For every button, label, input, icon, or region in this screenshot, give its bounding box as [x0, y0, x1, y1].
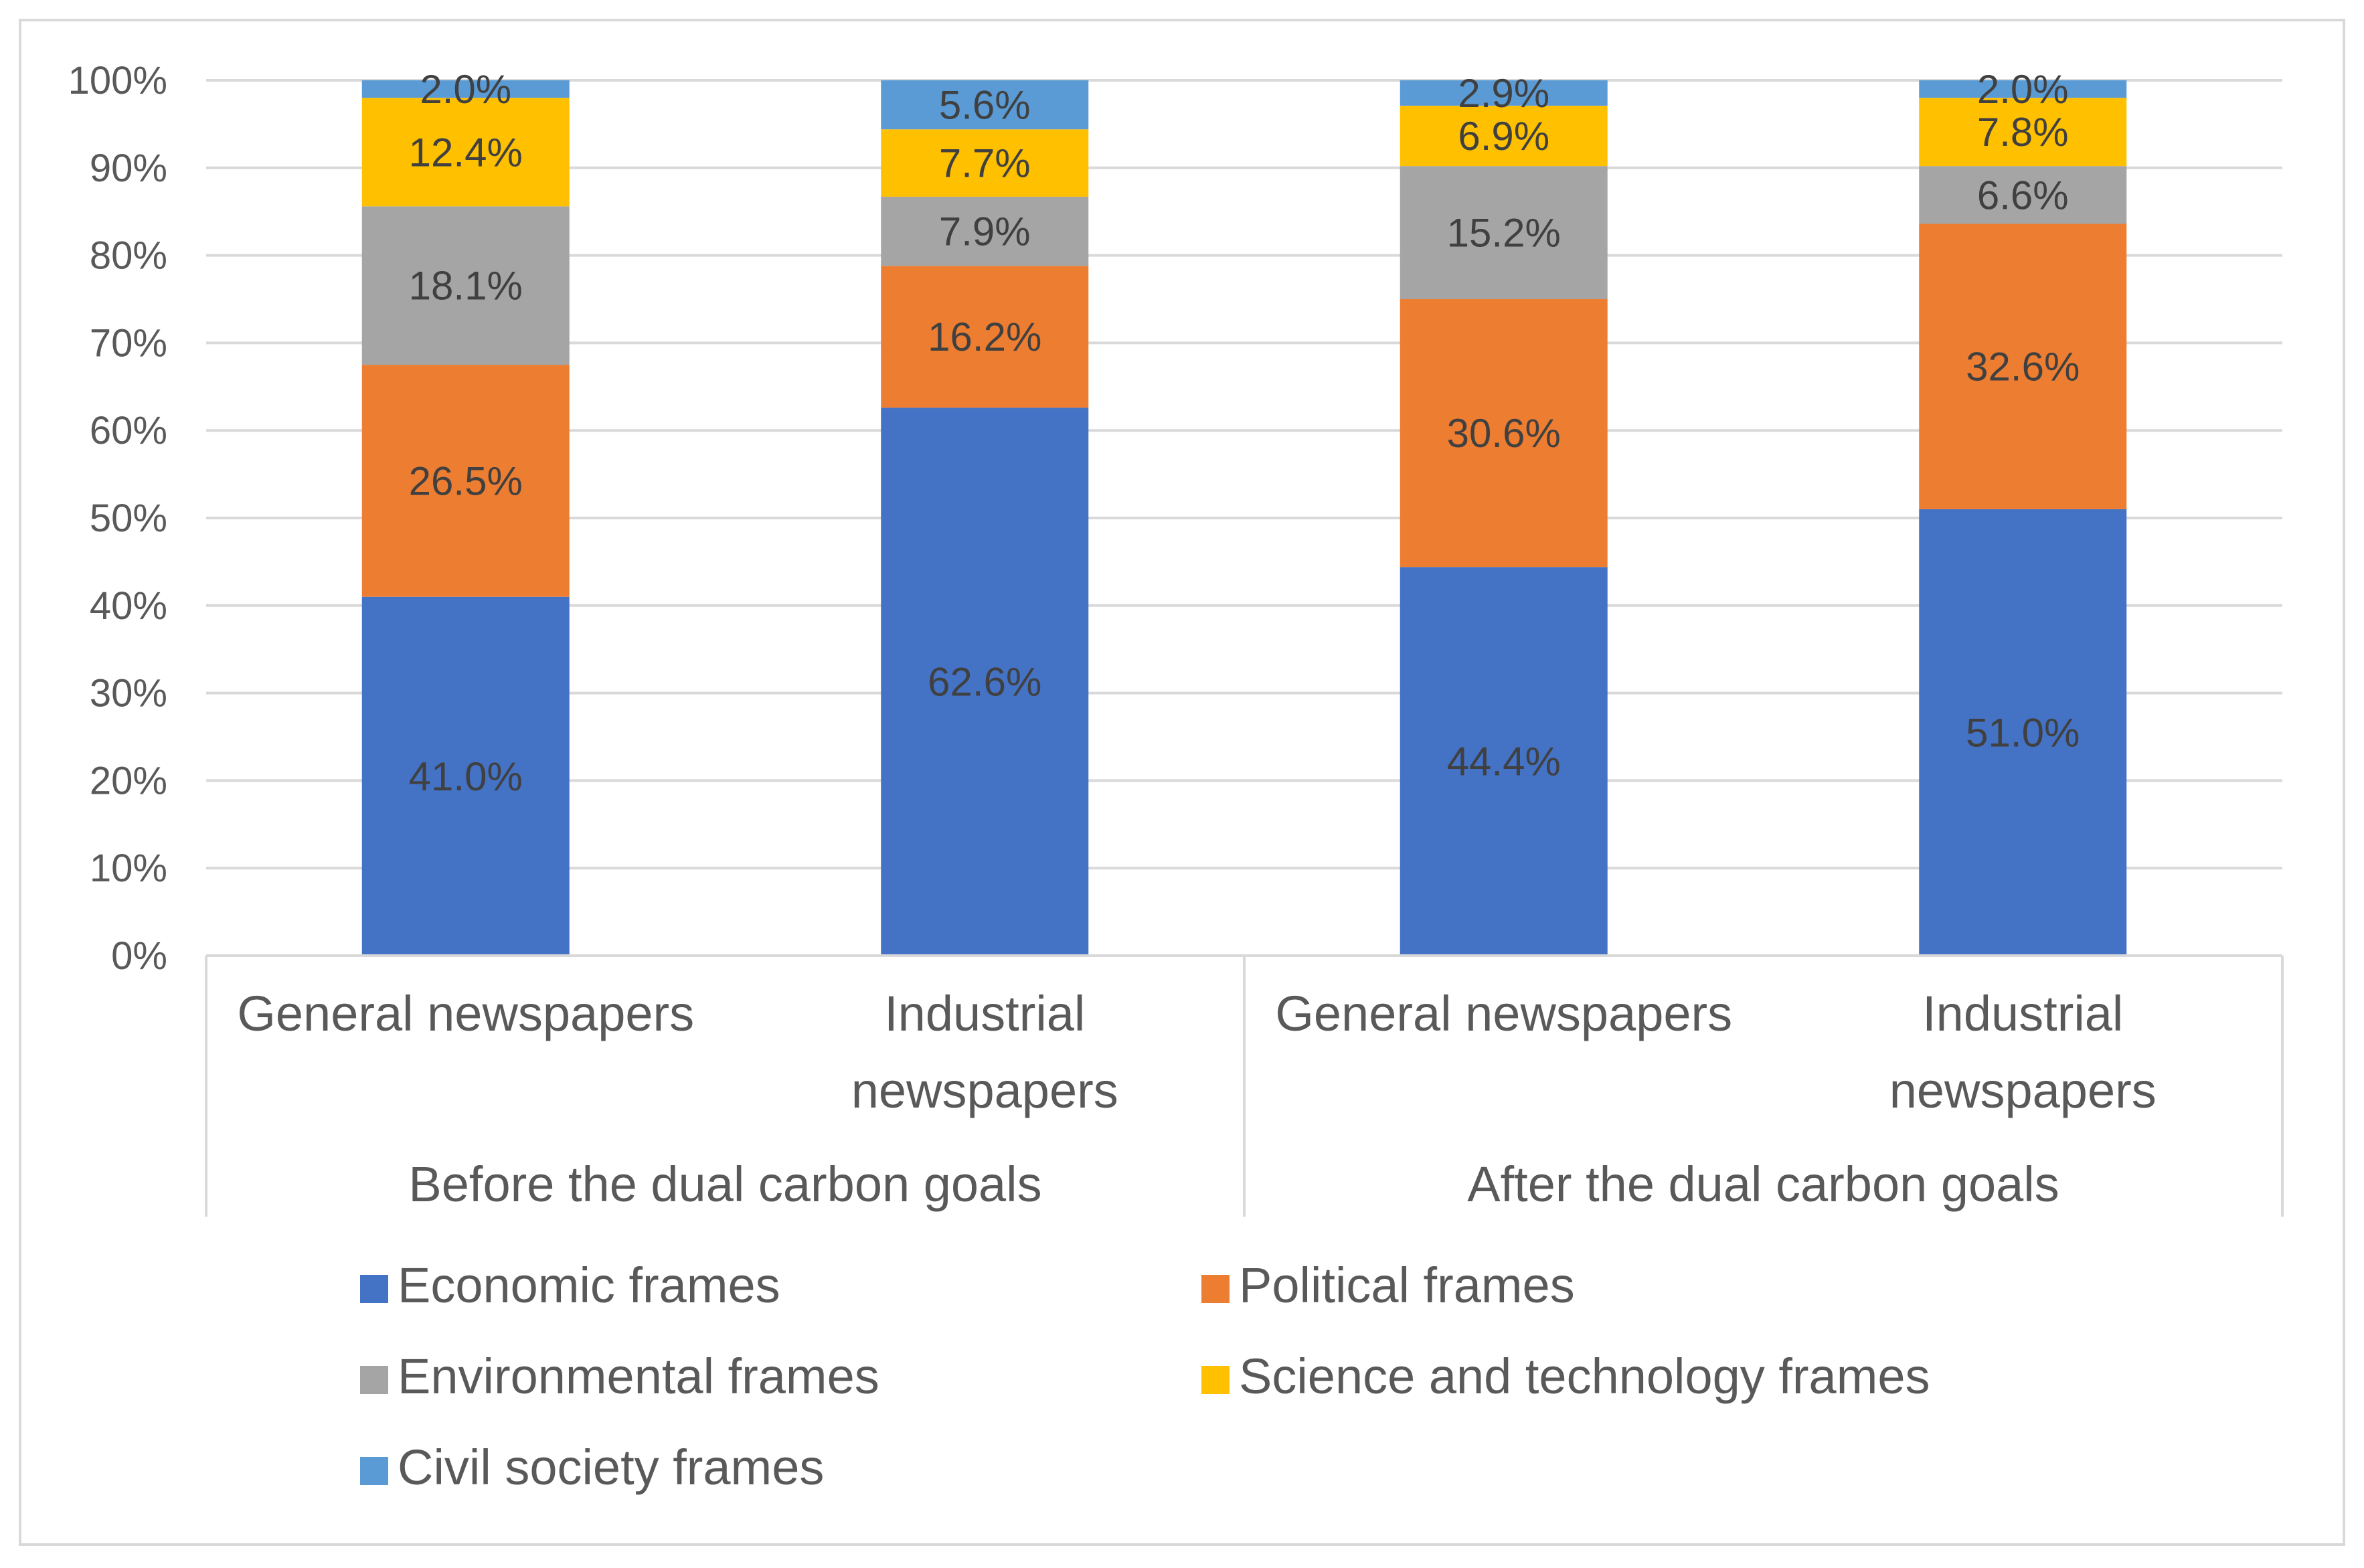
bar-segment: [881, 80, 1089, 130]
legend-label: Environmental frames: [398, 1348, 879, 1404]
legend-swatch: [360, 1366, 388, 1394]
bar-segment: [1400, 567, 1608, 956]
bar-segment: [1400, 80, 1608, 106]
bar-segment: [1400, 166, 1608, 299]
data-label: 26.5%: [409, 458, 523, 503]
legend-label: Science and technology frames: [1239, 1348, 1930, 1404]
data-label: 18.1%: [409, 264, 523, 309]
data-label: 41.0%: [409, 754, 523, 799]
legend-swatch: [1201, 1366, 1230, 1394]
bar-segment: [1400, 105, 1608, 167]
bar-segment: [881, 408, 1089, 956]
bar-segment: [1919, 80, 2127, 98]
legend-label: Civil society frames: [398, 1440, 824, 1495]
y-tick-label: 70%: [90, 321, 167, 365]
group-label: After the dual carbon goals: [1467, 1156, 2059, 1212]
category-label: newspapers: [851, 1063, 1118, 1118]
data-label: 7.7%: [939, 141, 1031, 186]
bar-segment: [361, 365, 570, 597]
category-label: General newspapers: [1275, 986, 1732, 1041]
y-tick-label: 0%: [111, 934, 167, 978]
y-axis: 0% 10% 20% 30% 40% 50% 60% 70% 80% 90% 100%: [68, 59, 167, 978]
data-label: 62.6%: [928, 660, 1041, 705]
y-tick-label: 60%: [90, 409, 167, 452]
bar-segment: [1919, 166, 2127, 224]
legend-swatch: [360, 1275, 388, 1303]
data-label: 51.0%: [1966, 710, 2080, 755]
bar-segment: [1919, 509, 2127, 956]
data-label: 6.6%: [1977, 173, 2069, 217]
y-tick-label: 100%: [68, 59, 167, 102]
bar-segment: [361, 596, 570, 956]
data-label: 16.2%: [928, 315, 1041, 359]
y-tick-label: 30%: [90, 672, 167, 715]
data-label: 7.9%: [939, 209, 1031, 254]
category-label: General newspapers: [237, 986, 694, 1041]
data-label: 7.8%: [1977, 110, 2069, 155]
bar-segment: [881, 129, 1089, 197]
category-label: Industrial: [884, 986, 1085, 1041]
y-tick-label: 20%: [90, 759, 167, 802]
y-tick-label: 10%: [90, 847, 167, 890]
bar-segment: [361, 98, 570, 207]
bar-segment: [361, 206, 570, 365]
data-label: 44.4%: [1447, 739, 1561, 784]
data-label: 32.6%: [1966, 345, 2080, 389]
data-label: 30.6%: [1447, 411, 1561, 456]
legend-label: Political frames: [1239, 1257, 1575, 1313]
y-tick-label: 80%: [90, 234, 167, 278]
category-label: Industrial: [1922, 986, 2123, 1041]
bar-segment: [1919, 224, 2127, 509]
group-label: Before the dual carbon goals: [408, 1156, 1041, 1212]
data-labels: 41.0% 62.6% 44.4% 51.0% 26.5% 16.2% 30.6% 32.6%…: [409, 67, 2080, 799]
legend-swatch: [1201, 1275, 1230, 1303]
bar-segment: [881, 266, 1089, 408]
data-label: 2.0%: [1977, 67, 2069, 112]
bars: [361, 80, 2127, 956]
bar-segment: [1919, 98, 2127, 167]
legend-label: Economic frames: [398, 1257, 780, 1313]
y-tick-label: 50%: [90, 497, 167, 540]
data-label: 12.4%: [409, 130, 523, 175]
bar-segment: [361, 80, 570, 98]
bar-segment: [1400, 299, 1608, 568]
data-label: 6.9%: [1458, 114, 1549, 159]
x-axis: General newspapers Industrial newspapers Ge…: [205, 954, 2284, 1217]
y-tick-label: 90%: [90, 147, 167, 190]
data-label: 2.9%: [1458, 71, 1549, 116]
bar-segment: [881, 196, 1089, 266]
legend: Economic frames Political frames Environme…: [360, 1257, 1930, 1495]
y-tick-label: 40%: [90, 584, 167, 628]
data-label: 2.0%: [420, 67, 511, 112]
legend-swatch: [360, 1457, 388, 1485]
category-label: newspapers: [1889, 1063, 2157, 1118]
data-label: 15.2%: [1447, 211, 1561, 256]
data-label: 5.6%: [939, 83, 1031, 128]
